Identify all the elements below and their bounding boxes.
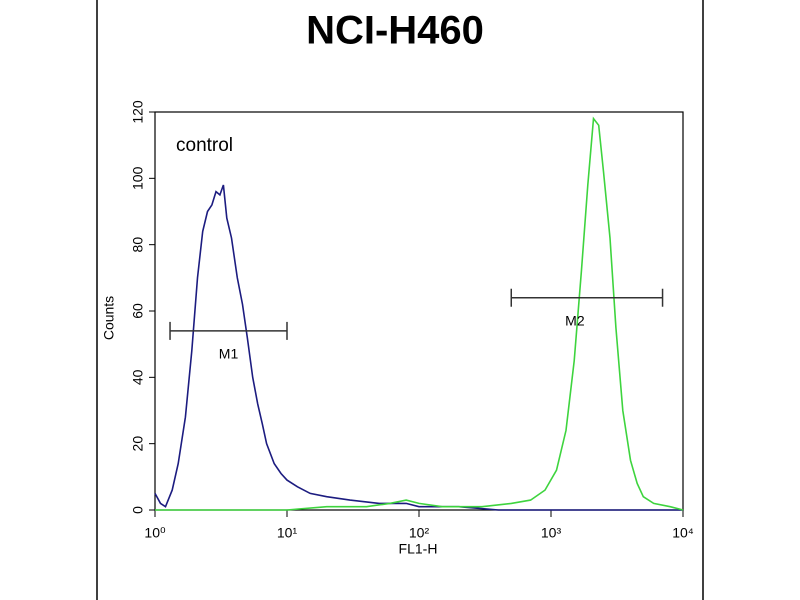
x-tick-label: 10³: [541, 525, 562, 541]
marker-label: M1: [219, 346, 239, 362]
chart-title: NCI-H460: [306, 9, 484, 53]
x-tick-label: 10⁴: [672, 525, 694, 541]
series-line: [155, 116, 684, 511]
x-axis-label: FL1-H: [399, 541, 438, 557]
series-label: control: [176, 135, 233, 156]
y-tick-label: 60: [130, 303, 146, 319]
y-tick-label: 120: [130, 100, 146, 124]
series-line: [154, 184, 683, 511]
x-tick-label: 10²: [409, 525, 430, 541]
y-tick-label: 0: [130, 506, 146, 514]
y-tick-label: 40: [130, 369, 146, 385]
marker-label: M2: [565, 312, 585, 328]
y-tick-label: 20: [130, 436, 146, 452]
y-axis-label: Counts: [101, 296, 117, 340]
x-tick-label: 10⁰: [144, 525, 166, 541]
x-tick-label: 10¹: [277, 525, 298, 541]
y-tick-label: 80: [130, 237, 146, 253]
y-tick-label: 100: [130, 166, 146, 190]
